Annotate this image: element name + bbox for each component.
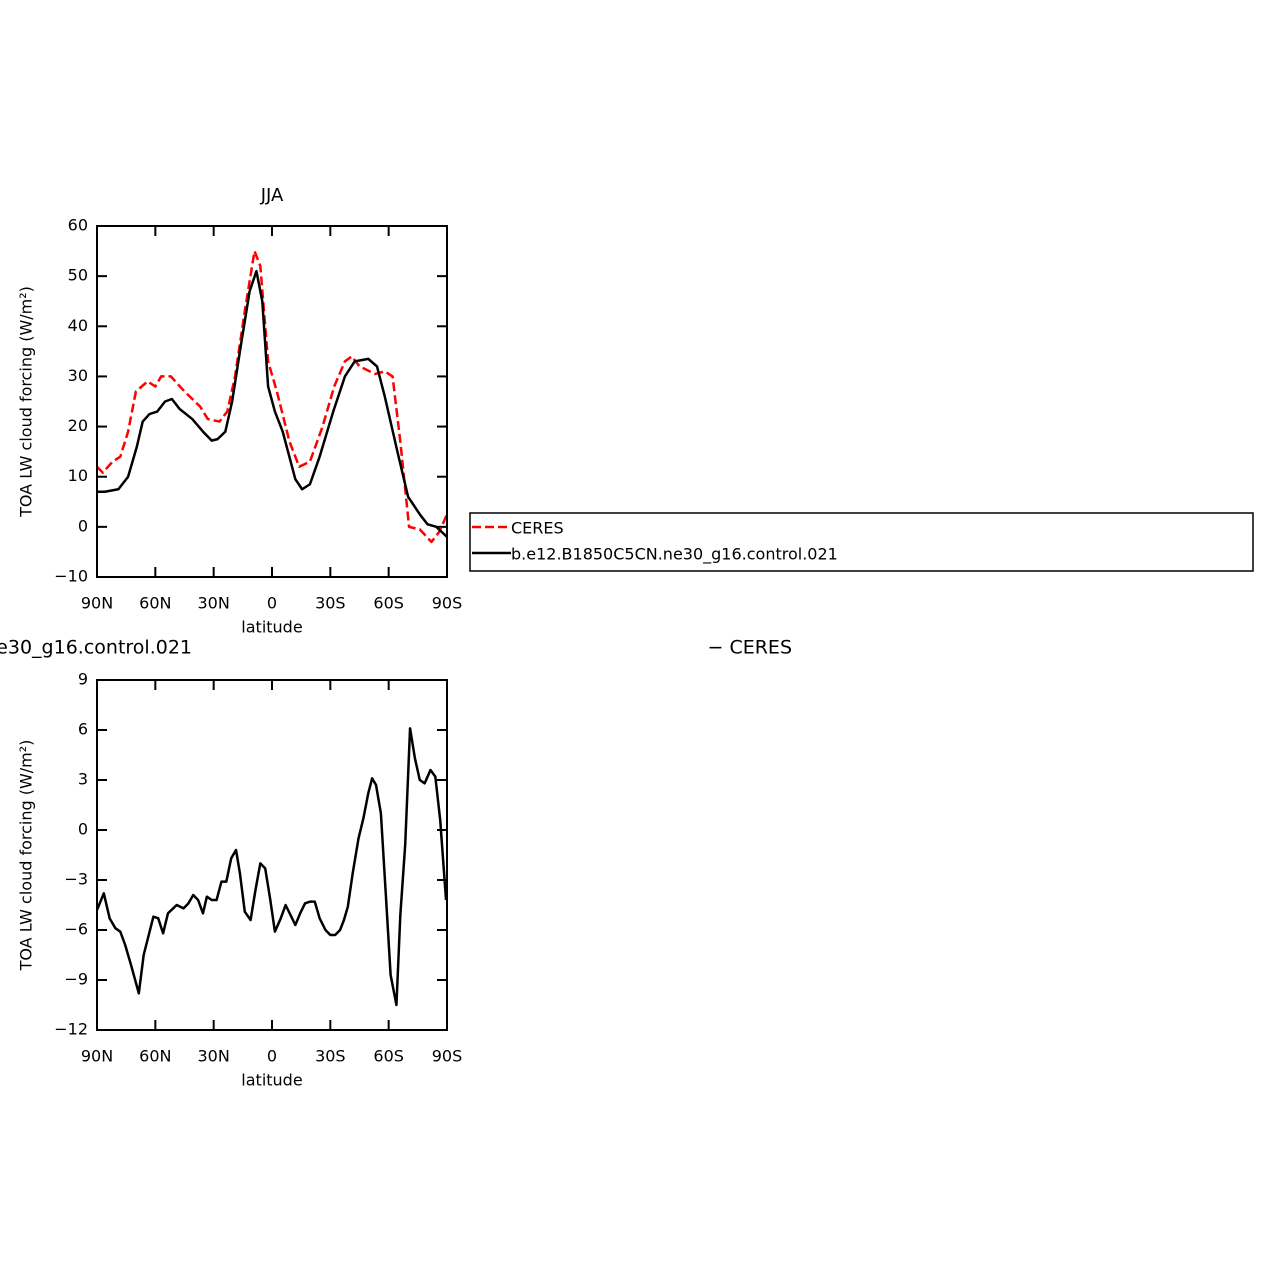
y-tick-label: 9: [78, 670, 88, 689]
y-tick-label: 10: [68, 466, 88, 485]
x-tick-label: 0: [267, 1047, 277, 1066]
x-tick-label: 60S: [373, 594, 404, 613]
left-string: b.e12.B1850C5CN.ne30_g16.control.021: [0, 637, 192, 659]
x-tick-label: 0: [267, 594, 277, 613]
y-axis-label: TOA LW cloud forcing (W/m²): [17, 286, 36, 518]
legend-box: [469, 512, 1254, 572]
x-tick-label: 60S: [373, 1047, 404, 1066]
plot-frame: [96, 225, 448, 578]
x-tick-label: 90N: [81, 594, 113, 613]
x-tick-label: 90S: [432, 594, 463, 613]
x-tick-label: 30N: [198, 1047, 230, 1066]
series-line: [96, 249, 449, 544]
x-tick-label: 30N: [198, 594, 230, 613]
x-tick-label: 60N: [139, 1047, 171, 1066]
x-tick-label: 30S: [315, 594, 346, 613]
y-tick-label: −3: [64, 870, 88, 889]
chart-title: JJA: [260, 185, 284, 206]
x-axis-label: latitude: [241, 618, 302, 637]
y-tick-label: −9: [64, 970, 88, 989]
right-string: − CERES: [708, 637, 793, 659]
plot-frame: [96, 679, 448, 1031]
series-line: [97, 269, 448, 538]
x-tick-label: 60N: [139, 594, 171, 613]
y-tick-label: −6: [64, 920, 88, 939]
y-tick-label: −12: [54, 1020, 88, 1039]
x-axis-label: latitude: [241, 1071, 302, 1090]
y-tick-label: 3: [78, 770, 88, 789]
x-tick-label: 30S: [315, 1047, 346, 1066]
y-tick-label: 0: [78, 820, 88, 839]
x-tick-label: 90S: [432, 1047, 463, 1066]
y-tick-label: 50: [68, 266, 88, 285]
y-tick-label: 30: [68, 366, 88, 385]
y-tick-label: 60: [68, 216, 88, 235]
x-tick-label: 90N: [81, 1047, 113, 1066]
y-tick-label: −10: [54, 567, 88, 586]
y-tick-label: 6: [78, 720, 88, 739]
y-tick-label: 0: [78, 516, 88, 535]
legend-label: b.e12.B1850C5CN.ne30_g16.control.021: [511, 545, 838, 565]
y-axis-label: TOA LW cloud forcing (W/m²): [17, 740, 36, 972]
legend-label: CERES: [511, 519, 564, 538]
series-line: [95, 727, 448, 1007]
y-tick-label: 40: [68, 316, 88, 335]
y-tick-label: 20: [68, 416, 88, 435]
